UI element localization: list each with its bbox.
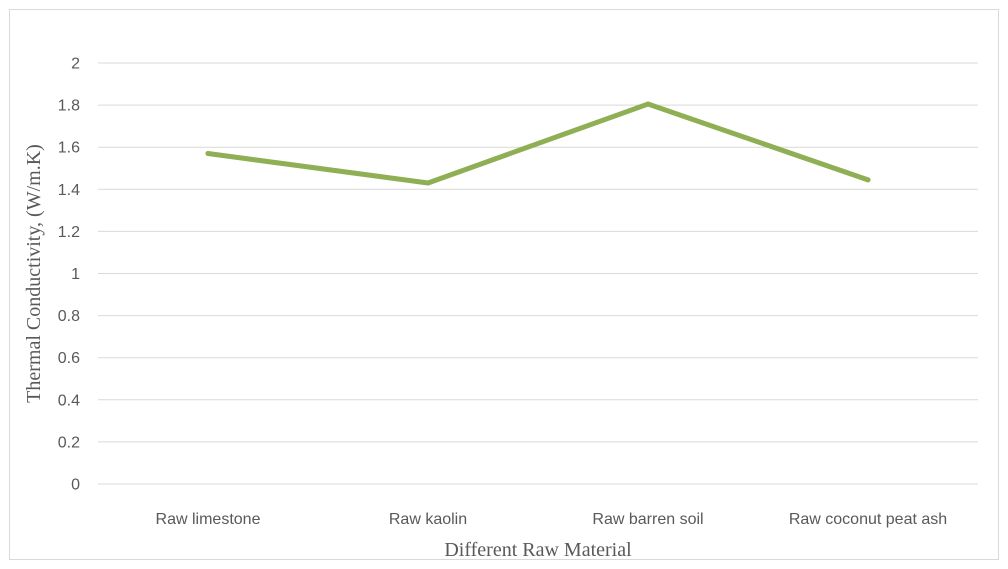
y-tick-label: 2	[71, 56, 80, 73]
y-tick-label: 1.2	[58, 224, 80, 241]
x-axis-title: Different Raw Material	[444, 539, 632, 561]
chart-area	[9, 9, 999, 560]
series-group	[205, 101, 871, 186]
y-tick-label: 0.6	[58, 350, 80, 367]
y-tick-label: 1.6	[58, 140, 80, 157]
y-tick-label: 0.2	[58, 434, 80, 451]
y-tick-label: 1.4	[58, 182, 80, 199]
data-point	[205, 151, 211, 157]
y-tick-label: 1.8	[58, 98, 80, 115]
y-tick-labels: 0 0.2 0.4 0.6 0.8 1 1.2 1.4 1.6 1.8 2	[58, 56, 80, 494]
x-tick-label: Raw coconut peat ash	[789, 511, 947, 528]
x-tick-label: Raw barren soil	[592, 511, 703, 528]
x-tick-label: Raw limestone	[156, 511, 261, 528]
y-axis-title: Thermal Conductivity, (W/m.K)	[23, 144, 45, 403]
data-point	[425, 180, 431, 186]
y-tick-label: 0.8	[58, 308, 80, 325]
x-tick-labels: Raw limestone Raw kaolin Raw barren soil Ra…	[156, 511, 948, 528]
y-tick-label: 0.4	[58, 392, 80, 409]
data-point	[865, 177, 871, 183]
y-tick-label: 0	[71, 477, 80, 494]
y-tick-label: 1	[71, 266, 80, 283]
data-point	[645, 101, 651, 107]
gridlines	[98, 62, 978, 485]
series-line	[205, 101, 871, 186]
x-tick-label: Raw kaolin	[389, 511, 467, 528]
